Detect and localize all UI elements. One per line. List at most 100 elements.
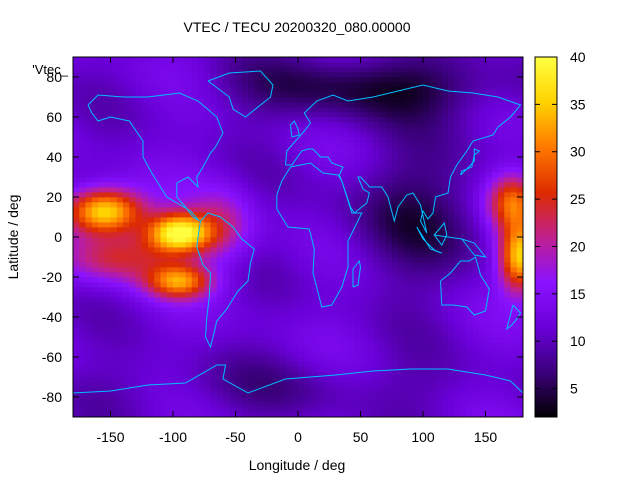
heatmap-cell — [298, 82, 305, 88]
heatmap-cell — [204, 202, 211, 208]
heatmap-cell — [254, 87, 261, 93]
heatmap-cell — [173, 372, 180, 378]
heatmap-cell — [173, 207, 180, 213]
heatmap-cell — [348, 317, 355, 323]
heatmap-cell — [448, 192, 455, 198]
heatmap-cell — [273, 357, 280, 363]
heatmap-cell — [254, 257, 261, 263]
heatmap-cell — [98, 277, 105, 283]
heatmap-cell — [366, 202, 374, 208]
heatmap-cell — [348, 262, 355, 268]
heatmap-cell — [260, 247, 268, 253]
heatmap-cell — [373, 177, 380, 183]
heatmap-cell — [216, 157, 224, 163]
heatmap-cell — [91, 397, 99, 403]
heatmap-cell — [360, 127, 368, 133]
heatmap-cell — [229, 132, 236, 138]
heatmap-cell — [91, 307, 99, 313]
heatmap-cell — [104, 92, 111, 98]
heatmap-cell — [79, 92, 86, 98]
heatmap-cell — [460, 117, 468, 123]
heatmap-cell — [348, 187, 355, 193]
heatmap-cell — [398, 192, 405, 198]
heatmap-cell — [366, 397, 374, 403]
heatmap-cell — [498, 222, 505, 228]
heatmap-cell — [248, 232, 255, 238]
heatmap-cell — [423, 312, 430, 318]
heatmap-cell — [229, 212, 236, 218]
heatmap-cell — [210, 382, 218, 388]
heatmap-cell — [498, 152, 505, 158]
heatmap-cell — [360, 347, 368, 353]
heatmap-cell — [316, 302, 324, 308]
heatmap-cell — [354, 382, 361, 388]
heatmap-cell — [248, 187, 255, 193]
heatmap-cell — [273, 112, 280, 118]
heatmap-cell — [279, 332, 286, 338]
heatmap-cell — [398, 152, 405, 158]
heatmap-cell — [166, 327, 174, 333]
heatmap-cell — [154, 117, 161, 123]
heatmap-cell — [85, 162, 93, 168]
heatmap-cell — [241, 402, 249, 408]
heatmap-cell — [398, 322, 405, 328]
heatmap-cell — [185, 152, 193, 158]
heatmap-cell — [135, 102, 143, 108]
heatmap-cell — [141, 362, 149, 368]
heatmap-cell — [279, 167, 286, 173]
heatmap-cell — [391, 197, 399, 203]
heatmap-cell — [423, 87, 430, 93]
heatmap-cell — [416, 112, 424, 118]
heatmap-cell — [135, 147, 143, 153]
heatmap-cell — [204, 357, 211, 363]
heatmap-cell — [260, 197, 268, 203]
heatmap-cell — [466, 192, 474, 198]
heatmap-cell — [354, 372, 361, 378]
heatmap-cell — [485, 262, 493, 268]
heatmap-cell — [310, 177, 318, 183]
heatmap-cell — [110, 112, 118, 118]
heatmap-cell — [323, 407, 330, 413]
heatmap-cell — [416, 167, 424, 173]
heatmap-cell — [323, 247, 330, 253]
heatmap-cell — [473, 117, 480, 123]
heatmap-cell — [79, 327, 86, 333]
heatmap-cell — [473, 317, 480, 323]
heatmap-cell — [366, 102, 374, 108]
heatmap-cell — [154, 337, 161, 343]
heatmap-cell — [348, 77, 355, 83]
heatmap-cell — [373, 292, 380, 298]
heatmap-cell — [323, 267, 330, 273]
heatmap-cell — [260, 362, 268, 368]
heatmap-cell — [110, 192, 118, 198]
heatmap-cell — [335, 397, 343, 403]
heatmap-cell — [154, 57, 161, 63]
heatmap-cell — [85, 177, 93, 183]
heatmap-cell — [179, 342, 186, 348]
heatmap-cell — [498, 232, 505, 238]
heatmap-cell — [204, 387, 211, 393]
heatmap-cell — [254, 362, 261, 368]
heatmap-cell — [248, 307, 255, 313]
heatmap-cell — [191, 287, 199, 293]
heatmap-cell — [91, 147, 99, 153]
heatmap-cell — [248, 177, 255, 183]
heatmap-cell — [166, 77, 174, 83]
heatmap-cell — [173, 162, 180, 168]
heatmap-cell — [235, 407, 243, 413]
heatmap-cell — [210, 277, 218, 283]
heatmap-cell — [110, 342, 118, 348]
heatmap-cell — [110, 237, 118, 243]
heatmap-cell — [166, 392, 174, 398]
heatmap-cell — [73, 282, 80, 288]
heatmap-cell — [73, 237, 80, 243]
heatmap-cell — [373, 197, 380, 203]
heatmap-cell — [466, 117, 474, 123]
heatmap-cell — [123, 272, 130, 278]
heatmap-cell — [123, 57, 130, 63]
heatmap-cell — [473, 132, 480, 138]
heatmap-cell — [379, 377, 386, 383]
heatmap-cell — [416, 347, 424, 353]
heatmap-cell — [435, 192, 443, 198]
heatmap-cell — [85, 267, 93, 273]
